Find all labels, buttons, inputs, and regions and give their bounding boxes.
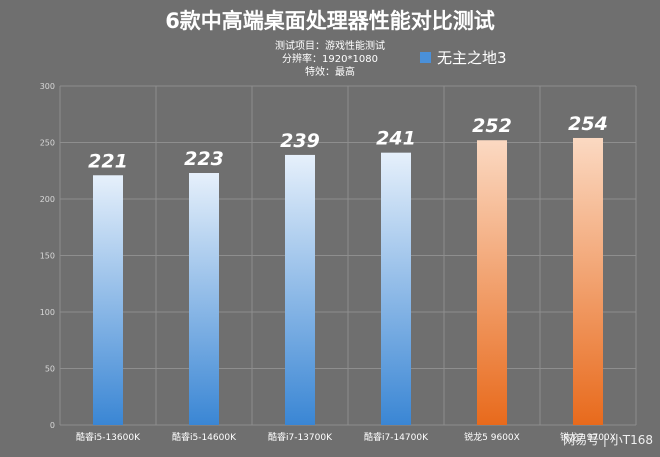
chart-subtitle-3: 特效：最高 (305, 65, 355, 78)
x-axis-labels: 酷睿i5-13600K 酷睿i5-14600K 酷睿i7-13700K 酷睿i7-14… (76, 431, 616, 443)
bar-value-label: 254 (568, 113, 608, 135)
gridlines (59, 85, 637, 426)
bar (573, 137, 603, 426)
chart-subtitle-2: 分辨率：1920*1080 (282, 52, 378, 65)
bar (189, 173, 219, 425)
bar-value-label: 252 (472, 115, 512, 137)
bar (477, 140, 507, 426)
x-tick-label: 酷睿i7-14700K (364, 431, 429, 443)
x-tick-label: 酷睿i7-13700K (268, 431, 333, 443)
value-labels: 221 223 239 241 252 254 (88, 113, 608, 172)
bar (381, 152, 411, 426)
x-tick-label: 锐龙7 9700X (560, 431, 616, 443)
x-tick-label: 酷睿i5-13600K (76, 431, 141, 443)
bar-value-label: 223 (184, 148, 224, 170)
chart-title: 6款中高端桌面处理器性能对比测试 (165, 9, 495, 33)
x-tick-label: 酷睿i5-14600K (172, 431, 237, 443)
x-tick-label: 锐龙5 9600X (464, 431, 520, 443)
bars (93, 137, 603, 426)
bar-value-label: 221 (88, 150, 128, 172)
y-tick-label: 150 (40, 252, 55, 261)
y-tick-label: 300 (40, 82, 55, 91)
y-tick-label: 0 (50, 421, 55, 430)
legend-label: 无主之地3 (437, 49, 507, 67)
chart-subtitle-1: 测试项目：游戏性能测试 (275, 39, 385, 52)
bar-value-label: 239 (280, 130, 320, 152)
bar-value-label: 241 (376, 128, 416, 150)
bar (93, 175, 123, 425)
y-tick-label: 50 (45, 365, 55, 374)
legend-swatch (420, 52, 431, 63)
watermark: 网易号 | 小T168 (563, 433, 653, 447)
y-axis-ticks: 0 50 100 150 200 250 300 (40, 82, 55, 430)
y-tick-label: 250 (40, 139, 55, 148)
y-tick-label: 100 (40, 308, 55, 317)
bar (285, 154, 315, 425)
y-tick-label: 200 (40, 195, 55, 204)
